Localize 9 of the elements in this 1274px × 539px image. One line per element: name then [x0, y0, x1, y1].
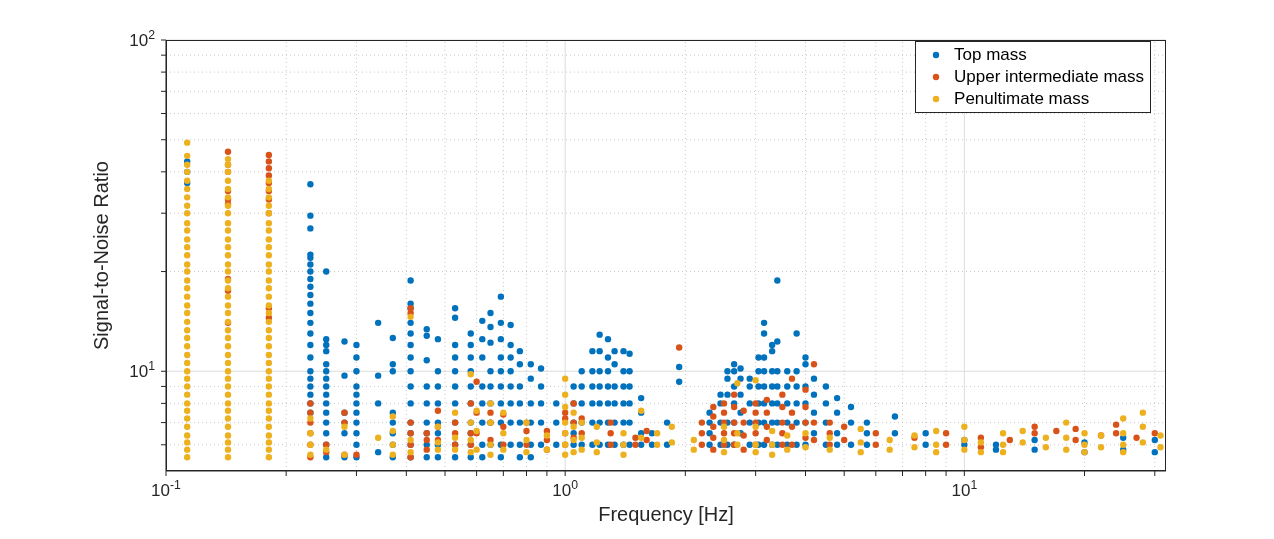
legend-label: Penultimate mass [954, 89, 1090, 109]
y-tick-label: 10$^{2}$ [129, 28, 156, 50]
legend-label: Upper intermediate mass [954, 67, 1144, 87]
x-tick-label: 10$^{-1}$ [151, 478, 182, 500]
x-axis-title: Frequency [Hz] [598, 503, 734, 525]
legend-label: Top mass [954, 45, 1027, 65]
x-tick-label: 10$^{1}$ [951, 478, 978, 500]
x-tick-label: 10$^{0}$ [552, 478, 579, 500]
y-axis-title: Signal-to-Noise Ratio [90, 161, 113, 350]
